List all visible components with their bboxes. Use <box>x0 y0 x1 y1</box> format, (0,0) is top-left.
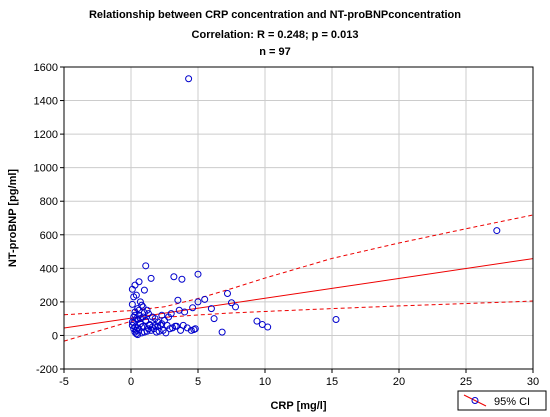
data-point <box>131 281 139 289</box>
legend: 95% CI <box>457 390 547 411</box>
data-point <box>223 290 231 297</box>
legend-marker-swatch <box>471 397 479 404</box>
x-tick-label: 15 <box>326 376 338 388</box>
chart-title: Relationship between CRP concentration a… <box>88 9 461 21</box>
data-point <box>142 262 150 270</box>
data-point <box>264 323 272 331</box>
data-point <box>144 310 152 318</box>
data-point <box>170 273 178 281</box>
data-point <box>187 326 195 334</box>
data-point <box>151 321 159 329</box>
data-point <box>493 227 501 235</box>
data-point <box>194 298 202 306</box>
x-axis-label: CRP [mg/l] <box>270 400 326 412</box>
legend-label: 95% CI <box>494 396 530 408</box>
y-tick-label: 200 <box>40 297 58 309</box>
data-point <box>232 303 240 311</box>
data-point <box>165 313 173 321</box>
y-tick-label: 800 <box>40 196 58 208</box>
data-point <box>131 311 139 319</box>
data-point <box>177 326 185 334</box>
ci-upper-line <box>64 214 533 316</box>
y-tick-label: 400 <box>40 263 58 275</box>
y-tick-label: 1600 <box>34 62 58 74</box>
y-tick-label: 0 <box>52 330 58 342</box>
data-point <box>131 308 139 316</box>
data-point <box>178 275 186 283</box>
data-point <box>140 286 148 294</box>
y-tick-label: 1000 <box>34 163 58 175</box>
data-point <box>138 329 146 337</box>
data-point <box>130 319 138 327</box>
data-point <box>210 315 218 323</box>
y-tick-label: 1400 <box>34 96 58 108</box>
data-point <box>228 299 235 307</box>
y-tick-label: 600 <box>40 230 58 242</box>
y-tick-label: 1200 <box>34 129 58 141</box>
data-point <box>148 313 156 321</box>
data-point <box>135 306 143 314</box>
data-point <box>173 322 181 330</box>
axes: -5 0 5 10 15 20 25 30 -200 0 200 400 600 800 1000 1200 1… <box>34 62 540 388</box>
data-point <box>218 328 226 336</box>
data-point <box>146 321 154 329</box>
chart-subtitle: Correlation: R = 0.248; p = 0.013 <box>191 29 359 41</box>
data-point <box>253 317 261 325</box>
x-tick-label: 30 <box>527 376 539 388</box>
data-point <box>142 317 150 325</box>
x-tick-label: -5 <box>59 376 69 388</box>
data-point <box>201 295 209 303</box>
data-point <box>132 291 140 299</box>
y-axis-label: NT-proBNP [pg/ml] <box>7 169 19 268</box>
plot-frame <box>63 66 534 370</box>
data-point <box>191 325 199 333</box>
data-point <box>158 320 166 328</box>
x-tick-label: 20 <box>393 376 405 388</box>
chart-subtitle-n: n = 97 <box>259 46 291 58</box>
x-tick-label: 5 <box>195 376 201 388</box>
data-point <box>135 278 143 286</box>
data-point <box>174 296 182 304</box>
confidence-bands <box>64 214 533 342</box>
legend-box <box>457 390 547 411</box>
data-point <box>207 305 215 313</box>
data-point <box>185 75 193 83</box>
data-point <box>189 304 197 312</box>
y-tick-label: -200 <box>36 364 58 376</box>
data-points <box>128 75 501 339</box>
data-point <box>194 270 202 278</box>
data-point <box>332 316 340 324</box>
data-point <box>147 274 155 282</box>
data-point <box>175 306 183 314</box>
data-point <box>134 331 142 339</box>
data-point <box>162 329 170 337</box>
x-tick-label: 0 <box>128 376 134 388</box>
x-tick-label: 10 <box>259 376 271 388</box>
x-tick-label: 25 <box>460 376 472 388</box>
data-point <box>128 300 136 308</box>
legend-line-swatch <box>463 394 487 407</box>
